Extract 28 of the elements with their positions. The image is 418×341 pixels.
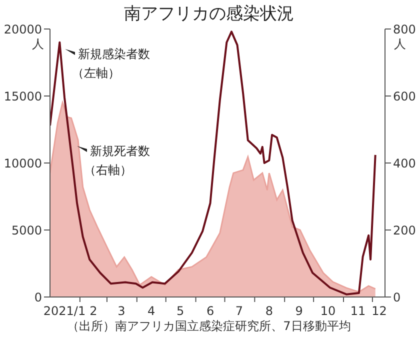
x-tick-label: 9 [295,304,303,318]
text: （出所）南アフリカ国立感染症研究所、7日移動平均 [66,318,352,335]
y2-tick-label: 600 [393,89,416,104]
y-tick-label: 5000 [11,223,42,238]
x-tick-label: 2021/1 [43,304,86,318]
x-tick-label: 6 [206,304,214,318]
y-axis-title: 人 [32,36,44,53]
y2-tick-label: 0 [393,290,401,304]
chart-title: 南アフリカの感染状況 [124,4,294,24]
x-tick-label: 8 [265,304,273,318]
y-tick-label: 20000 [4,22,42,36]
x-tick-label: 11 [350,304,366,318]
x-tick-label: 5 [176,304,184,318]
x-tick-label: 10 [320,304,336,318]
y-tick-label: 10000 [4,156,42,170]
y-tick-label: 15000 [4,89,42,104]
x-tick-label: 7 [235,304,244,318]
y2-axis-title: 人 [394,36,406,53]
x-tick-label: 12 [372,304,387,318]
y-tick-label: 0 [34,290,42,304]
x-tick-label: 2 [90,304,98,318]
series-label: 新規死者数（右軸） [84,143,150,179]
x-tick-label: 3 [118,304,126,318]
y2-tick-label: 400 [393,156,416,170]
series-label: 新規感染者数（左軸） [72,46,150,82]
y2-tick-label: 800 [393,22,416,36]
y2-tick-label: 200 [393,223,416,238]
x-tick-label: 4 [148,304,156,318]
